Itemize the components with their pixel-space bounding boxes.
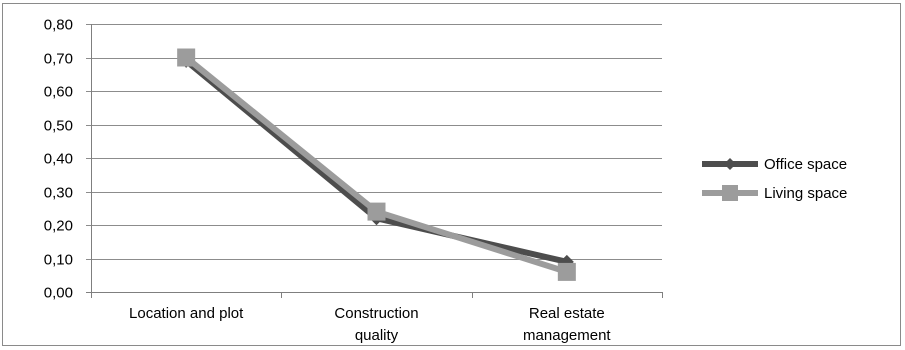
y-tick-label: 0,60 <box>44 84 73 101</box>
tick-labels: 0,00 0,10 0,20 0,30 0,40 0,50 0,60 0,70 0,80 Loca… <box>44 17 612 345</box>
gridlines <box>86 24 662 293</box>
y-tick-label: 0,50 <box>44 118 73 135</box>
legend-marker-diamond <box>724 158 736 170</box>
y-tick-label: 0,10 <box>44 252 73 269</box>
y-tick-label: 0,80 <box>44 17 73 34</box>
y-tick-label: 0,70 <box>44 51 73 68</box>
x-tick-label: quality <box>355 327 399 344</box>
legend-label: Living space <box>764 185 847 202</box>
x-tick-label: Construction <box>334 305 418 322</box>
legend-label: Office space <box>764 156 847 173</box>
series-lines <box>177 48 576 281</box>
data-point-living-space <box>367 202 386 221</box>
data-point-living-space <box>557 262 576 281</box>
y-tick-label: 0,20 <box>44 218 73 235</box>
x-tick-label: Real estate <box>529 305 605 322</box>
legend: Office space Living space <box>702 156 847 202</box>
chart-frame <box>2 3 901 346</box>
data-point-living-space <box>177 48 196 67</box>
x-tick-label: Location and plot <box>129 305 244 322</box>
legend-marker-square <box>722 185 738 201</box>
x-tick-label: management <box>523 327 611 344</box>
series-line-living-space <box>184 55 568 275</box>
y-tick-label: 0,00 <box>44 285 73 302</box>
axes <box>91 24 663 298</box>
y-tick-label: 0,40 <box>44 151 73 168</box>
y-tick-label: 0,30 <box>44 185 73 202</box>
